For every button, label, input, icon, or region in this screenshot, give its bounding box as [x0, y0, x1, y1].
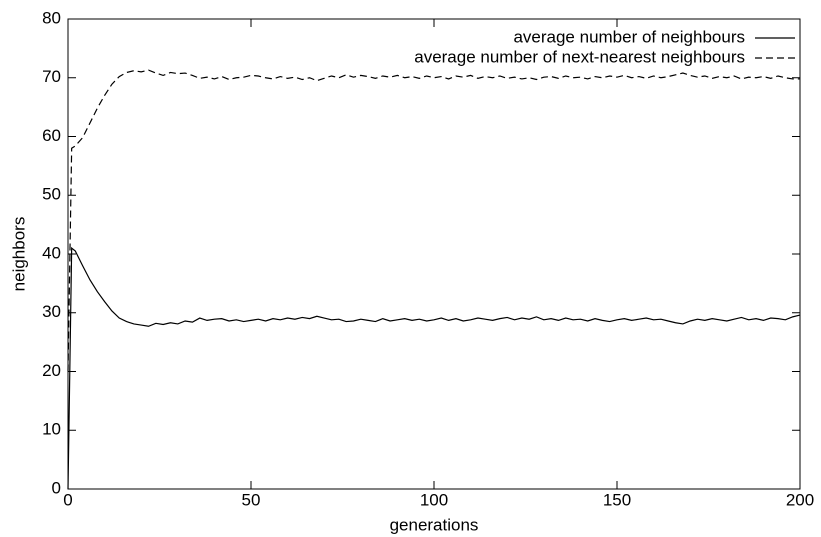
y-tick-label: 70: [42, 67, 61, 86]
x-tick-label: 150: [603, 490, 631, 509]
y-tick-label: 60: [42, 126, 61, 145]
series-line: [67, 69, 800, 372]
y-tick-label: 10: [42, 420, 61, 439]
y-axis-label: neighbors: [9, 217, 28, 292]
y-tick-label: 80: [42, 8, 61, 27]
y-tick-label: 30: [42, 302, 61, 321]
plot-frame: [67, 18, 801, 490]
y-tick-label: 50: [42, 185, 61, 204]
y-tick-label: 20: [42, 361, 61, 380]
y-tick-label: 40: [42, 243, 61, 262]
x-tick-label: 50: [242, 490, 261, 509]
x-axis-label: generations: [390, 515, 479, 534]
series-line: [67, 246, 801, 490]
legend-label: average number of next-nearest neighbour…: [414, 47, 745, 66]
y-tick-label: 0: [52, 478, 61, 497]
x-tick-label: 0: [63, 490, 72, 509]
x-tick-label: 200: [786, 490, 814, 509]
legend-label: average number of neighbours: [513, 27, 745, 46]
x-tick-label: 100: [420, 490, 448, 509]
